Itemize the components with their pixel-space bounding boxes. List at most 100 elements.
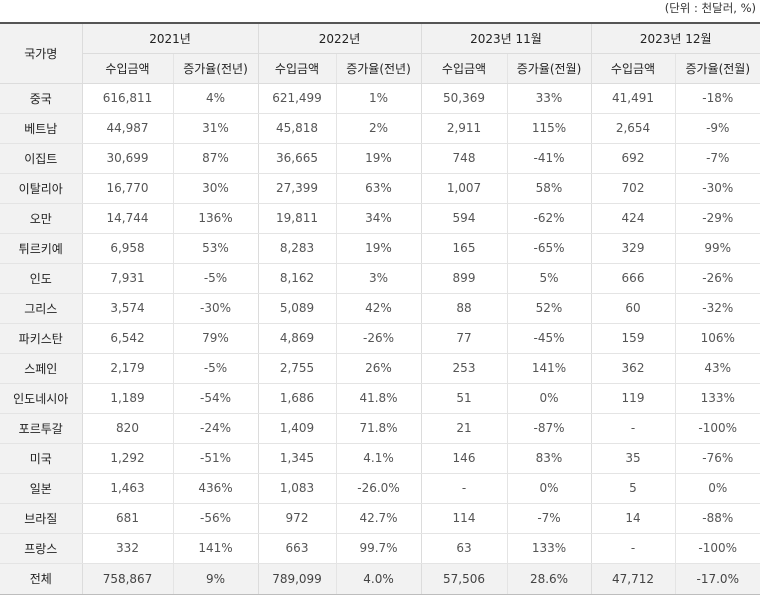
table-row: 이탈리아 16,770 30% 27,399 63% 1,007 58% 702 -30% [0, 173, 760, 204]
group-header-2022: 2022년 [257, 23, 421, 54]
subheader-growth: 증가율(전월) [506, 53, 591, 84]
table-cell: 41,491 [590, 83, 675, 114]
table-row: 이집트 30,699 87% 36,665 19% 748 -41% 692 -7% [0, 143, 760, 174]
table-cell: - [420, 473, 507, 504]
table-cell: -7% [674, 143, 760, 174]
table-row: 프랑스 332 141% 663 99.7% 63 133% - -100% [0, 533, 760, 564]
table-cell: 44,987 [81, 113, 173, 144]
table-cell: 88 [420, 293, 507, 324]
table-row: 그리스 3,574 -30% 5,089 42% 88 52% 60 -32% [0, 293, 760, 324]
table-cell: 0% [506, 473, 591, 504]
table-row: 튀르키예 6,958 53% 8,283 19% 165 -65% 329 99% [0, 233, 760, 264]
subheader-growth: 증가율(전년) [335, 53, 421, 84]
table-cell: 6,542 [81, 323, 173, 354]
table-cell: -17.0% [674, 562, 760, 595]
table-cell: 99.7% [335, 533, 421, 564]
table-cell: 436% [172, 473, 258, 504]
table-cell: 5,089 [257, 293, 336, 324]
table-cell: -9% [674, 113, 760, 144]
subheader-amount: 수입금액 [257, 53, 336, 84]
table-row: 브라질 681 -56% 972 42.7% 114 -7% 14 -88% [0, 503, 760, 534]
table-cell: 2,911 [420, 113, 507, 144]
table-row: 일본 1,463 436% 1,083 -26.0% -0% 5 0% [0, 473, 760, 504]
table-cell: 133% [506, 533, 591, 564]
table-cell: 30% [172, 173, 258, 204]
table-cell: -26% [335, 323, 421, 354]
table-cell: 681 [81, 503, 173, 534]
country-cell: 인도네시아 [0, 383, 82, 414]
table-cell: 14 [590, 503, 675, 534]
table-cell: 663 [257, 533, 336, 564]
table-cell: 1,189 [81, 383, 173, 414]
table-cell: 42.7% [335, 503, 421, 534]
table-cell: 8,162 [257, 263, 336, 294]
subheader-growth: 증가율(전년) [172, 53, 258, 84]
table-cell: 141% [506, 353, 591, 384]
table-cell: 21 [420, 413, 507, 444]
table-cell: - [590, 533, 675, 564]
table-cell: 666 [590, 263, 675, 294]
table-cell: 4% [172, 83, 258, 114]
table-cell: 34% [335, 203, 421, 234]
table-row: 파키스탄 6,542 79% 4,869 -26% 77 -45% 159 106% [0, 323, 760, 354]
table-cell: 9% [172, 562, 258, 595]
table-cell: 3% [335, 263, 421, 294]
country-cell: 일본 [0, 473, 82, 504]
header-row-groups: 국가명 2021년 2022년 2023년 11월 2023년 12월 [0, 23, 760, 84]
table-cell: 58% [506, 173, 591, 204]
table-cell: 14,744 [81, 203, 173, 234]
table-cell: 362 [590, 353, 675, 384]
country-cell: 그리스 [0, 293, 82, 324]
table-cell: 53% [172, 233, 258, 264]
table-cell: -41% [506, 143, 591, 174]
table-cell: -54% [172, 383, 258, 414]
table-cell: 8,283 [257, 233, 336, 264]
table-cell: 30,699 [81, 143, 173, 174]
table-cell: -5% [172, 353, 258, 384]
table-cell: 972 [257, 503, 336, 534]
table-cell: -29% [674, 203, 760, 234]
table-cell: 31% [172, 113, 258, 144]
table-cell: 27,399 [257, 173, 336, 204]
table-cell: -30% [172, 293, 258, 324]
table-cell: -100% [674, 413, 760, 444]
group-header-2023-11: 2023년 11월 [420, 23, 591, 54]
table-cell: 329 [590, 233, 675, 264]
table-cell: 1,083 [257, 473, 336, 504]
table-cell: 3,574 [81, 293, 173, 324]
table-cell: 692 [590, 143, 675, 174]
table-cell: 2,755 [257, 353, 336, 384]
table-cell: 60 [590, 293, 675, 324]
table-cell: 1,463 [81, 473, 173, 504]
table-row: 베트남 44,987 31% 45,818 2% 2,911 115% 2,654 -9% [0, 113, 760, 144]
subheader-growth: 증가율(전월) [674, 53, 760, 84]
table-cell: 5 [590, 473, 675, 504]
table-cell: 71.8% [335, 413, 421, 444]
table-cell: 5% [506, 263, 591, 294]
table-cell: 0% [506, 383, 591, 414]
subheader-amount: 수입금액 [81, 53, 173, 84]
table-cell: 616,811 [81, 83, 173, 114]
table-cell: 4.0% [335, 562, 421, 595]
country-cell: 이탈리아 [0, 173, 82, 204]
table-cell: 4.1% [335, 443, 421, 474]
total-label: 전체 [0, 562, 82, 595]
table-cell: 87% [172, 143, 258, 174]
table-cell: 99% [674, 233, 760, 264]
table-cell: -56% [172, 503, 258, 534]
table-cell: -87% [506, 413, 591, 444]
country-cell: 베트남 [0, 113, 82, 144]
table-row: 인도네시아 1,189 -54% 1,686 41.8% 51 0% 119 133% [0, 383, 760, 414]
table-cell: 133% [674, 383, 760, 414]
table-cell: 79% [172, 323, 258, 354]
table-cell: 136% [172, 203, 258, 234]
table-cell: -26% [674, 263, 760, 294]
table-cell: -32% [674, 293, 760, 324]
table-cell: 119 [590, 383, 675, 414]
table-cell: 141% [172, 533, 258, 564]
table-cell: 702 [590, 173, 675, 204]
table-cell: -7% [506, 503, 591, 534]
table-row: 중국 616,811 4% 621,499 1% 50,369 33% 41,491 -18% [0, 83, 760, 114]
country-header: 국가명 [0, 23, 82, 84]
table-row: 오만 14,744 136% 19,811 34% 594 -62% 424 -29% [0, 203, 760, 234]
